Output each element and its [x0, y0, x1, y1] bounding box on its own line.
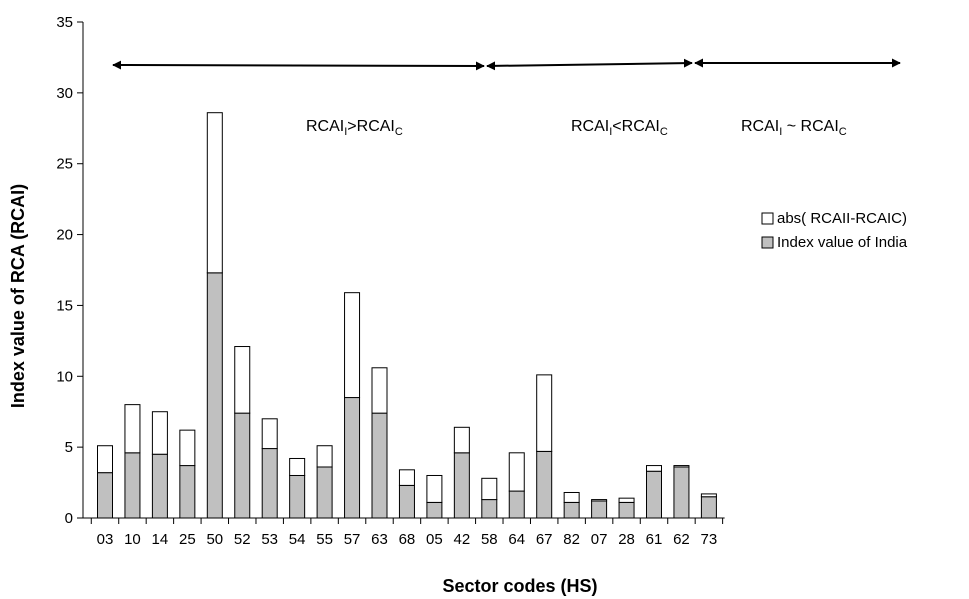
bar-abs-diff-42 — [453, 426, 470, 454]
bar-abs-diff-03 — [97, 445, 113, 474]
bar-abs-diff-05 — [426, 474, 443, 503]
bar-india-68 — [398, 484, 415, 519]
range-label-3: RCAII ~ RCAIC — [741, 118, 847, 138]
bar-abs-diff-25 — [179, 429, 196, 467]
legend-swatch-2 — [761, 236, 774, 249]
range-arrow-2 — [486, 58, 693, 71]
bar-abs-diff-50 — [206, 112, 223, 274]
bar-india-82 — [563, 501, 580, 519]
range-annotations: RCAII>RCAIC RCAII<RCAIC RCAII ~ RCAIC — [112, 58, 901, 138]
range-label-1: RCAII>RCAIC — [306, 118, 403, 138]
x-tick-label-55: 55 — [316, 531, 333, 548]
bar-india-61 — [646, 470, 662, 519]
x-tick-label-50: 50 — [206, 531, 223, 548]
x-tick-label-28: 28 — [618, 531, 635, 548]
bar-abs-diff-67 — [536, 374, 553, 452]
bar-abs-diff-57 — [344, 292, 361, 399]
x-tick-label-53: 53 — [261, 531, 278, 548]
y-tick-label: 10 — [56, 368, 73, 385]
bar-abs-diff-52 — [234, 346, 251, 414]
y-tick-label: 0 — [65, 510, 73, 527]
y-axis-title: Index value of RCA (RCAI) — [8, 184, 28, 408]
bar-india-58 — [481, 499, 498, 519]
bar-abs-diff-54 — [289, 457, 306, 476]
bar-india-55 — [316, 466, 333, 519]
x-tick-label-07: 07 — [591, 531, 608, 548]
y-tick-label: 35 — [56, 14, 73, 31]
bar-india-62 — [673, 466, 690, 519]
y-axis: 0 5 10 15 20 25 30 35 — [56, 14, 84, 527]
bar-india-53 — [261, 448, 278, 519]
x-tick-label-61: 61 — [646, 531, 663, 548]
bar-abs-diff-62 — [673, 465, 690, 468]
bar-india-05 — [426, 501, 443, 519]
x-tick-label-73: 73 — [701, 531, 718, 548]
bar-abs-diff-14 — [151, 411, 168, 455]
bar-abs-diff-63 — [371, 367, 388, 414]
bar-abs-diff-10 — [124, 404, 141, 454]
bar-india-50 — [206, 272, 223, 519]
bar-india-10 — [124, 452, 141, 519]
x-tick-label-03: 03 — [97, 531, 114, 548]
bar-abs-diff-64 — [508, 452, 525, 492]
range-label-2: RCAII<RCAIC — [571, 118, 668, 138]
x-tick-label-64: 64 — [508, 531, 525, 548]
legend-label-2: Index value of India — [777, 234, 908, 251]
y-tick-label: 20 — [56, 227, 73, 244]
bar-abs-diff-82 — [563, 491, 580, 503]
legend-swatch-1 — [761, 212, 774, 225]
x-tick-label-82: 82 — [563, 531, 580, 548]
x-tick-label-63: 63 — [371, 531, 388, 548]
bar-india-03 — [97, 472, 113, 519]
x-axis: 03 10 14 25 50 52 53 54 55 57 63 68 05 42 58 64 67 82 07 28… — [83, 517, 725, 548]
x-tick-label-67: 67 — [536, 531, 553, 548]
bar-india-63 — [371, 412, 388, 519]
bar-india-14 — [151, 453, 168, 519]
bar-india-25 — [179, 465, 196, 519]
x-tick-label-58: 58 — [481, 531, 498, 548]
bar-abs-diff-68 — [398, 469, 415, 486]
bar-abs-diff-53 — [261, 418, 278, 450]
bar-india-64 — [508, 490, 525, 519]
y-tick-label: 5 — [65, 439, 73, 456]
y-tick-label: 25 — [56, 156, 73, 173]
bar-india-28 — [618, 501, 635, 519]
x-tick-label-05: 05 — [426, 531, 443, 548]
range-arrow-1 — [112, 60, 485, 71]
bar-abs-diff-07 — [591, 499, 608, 502]
x-tick-label-52: 52 — [234, 531, 251, 548]
x-tick-label-57: 57 — [344, 531, 361, 548]
x-tick-label-25: 25 — [179, 531, 196, 548]
y-tick-label: 30 — [56, 85, 73, 102]
bar-india-07 — [591, 500, 608, 519]
x-tick-label-54: 54 — [289, 531, 306, 548]
x-tick-label-10: 10 — [124, 531, 141, 548]
bar-abs-diff-28 — [618, 497, 635, 503]
legend: abs( RCAII-RCAIC) Index value of India — [761, 210, 908, 251]
bar-india-54 — [289, 474, 306, 519]
x-tick-label-42: 42 — [454, 531, 471, 548]
legend-label-1: abs( RCAII-RCAIC) — [777, 210, 907, 227]
bar-india-52 — [234, 412, 251, 519]
bar-abs-diff-58 — [481, 477, 498, 501]
bar-abs-diff-55 — [316, 445, 333, 468]
x-axis-title: Sector codes (HS) — [442, 576, 597, 596]
bar-india-67 — [536, 450, 553, 519]
y-tick-label: 15 — [56, 297, 73, 314]
x-tick-label-14: 14 — [152, 531, 169, 548]
bar-abs-diff-73 — [700, 493, 717, 498]
bar-india-73 — [700, 496, 717, 519]
x-tick-label-62: 62 — [673, 531, 690, 548]
bar-india-42 — [453, 452, 470, 519]
bar-abs-diff-61 — [646, 465, 662, 472]
bar-india-57 — [344, 397, 361, 519]
x-tick-label-68: 68 — [399, 531, 416, 548]
bars — [97, 112, 717, 519]
